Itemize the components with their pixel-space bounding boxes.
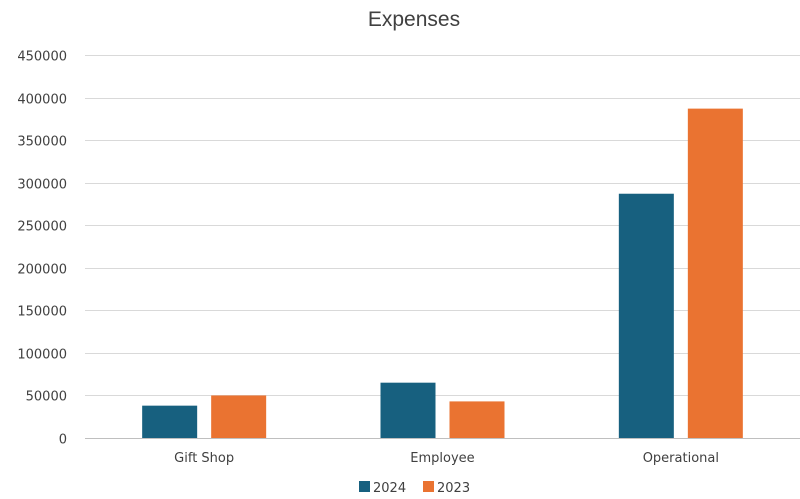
- x-category-label: Gift Shop: [174, 451, 234, 466]
- chart-title: Expenses: [368, 8, 460, 31]
- bar-gift-shop-2023[interactable]: [211, 395, 267, 438]
- y-tick-label: 250000: [17, 220, 67, 235]
- gridlines: [85, 55, 800, 396]
- bar-employee-2024[interactable]: [380, 382, 436, 438]
- legend-swatch: [423, 481, 434, 492]
- legend[interactable]: 2024 2023: [359, 481, 470, 496]
- legend-item-2024[interactable]: 2024: [359, 481, 406, 496]
- y-tick-label: 50000: [26, 390, 67, 405]
- x-category-label: Employee: [410, 451, 474, 466]
- x-axis: Gift Shop Employee Operational: [85, 438, 800, 466]
- x-category-label: Operational: [643, 451, 719, 466]
- y-tick-label: 150000: [17, 305, 67, 320]
- y-tick-label: 200000: [17, 263, 67, 278]
- legend-label: 2024: [373, 481, 406, 496]
- legend-label: 2023: [437, 481, 470, 496]
- bars: [142, 108, 743, 439]
- y-tick-label: 300000: [17, 178, 67, 193]
- y-tick-label: 350000: [17, 135, 67, 150]
- bar-gift-shop-2024[interactable]: [142, 405, 198, 438]
- legend-item-2023[interactable]: 2023: [423, 481, 470, 496]
- y-tick-label: 400000: [17, 93, 67, 108]
- legend-swatch: [359, 481, 370, 492]
- y-tick-label: 450000: [17, 50, 67, 65]
- bar-operational-2024[interactable]: [618, 193, 674, 438]
- bar-operational-2023[interactable]: [687, 108, 743, 439]
- y-tick-label: 100000: [17, 348, 67, 363]
- bar-employee-2023[interactable]: [449, 401, 505, 438]
- y-tick-label: 0: [59, 433, 67, 448]
- y-axis-tick-labels: 0 50000 100000 150000 200000 250000 300000 3500…: [17, 50, 67, 448]
